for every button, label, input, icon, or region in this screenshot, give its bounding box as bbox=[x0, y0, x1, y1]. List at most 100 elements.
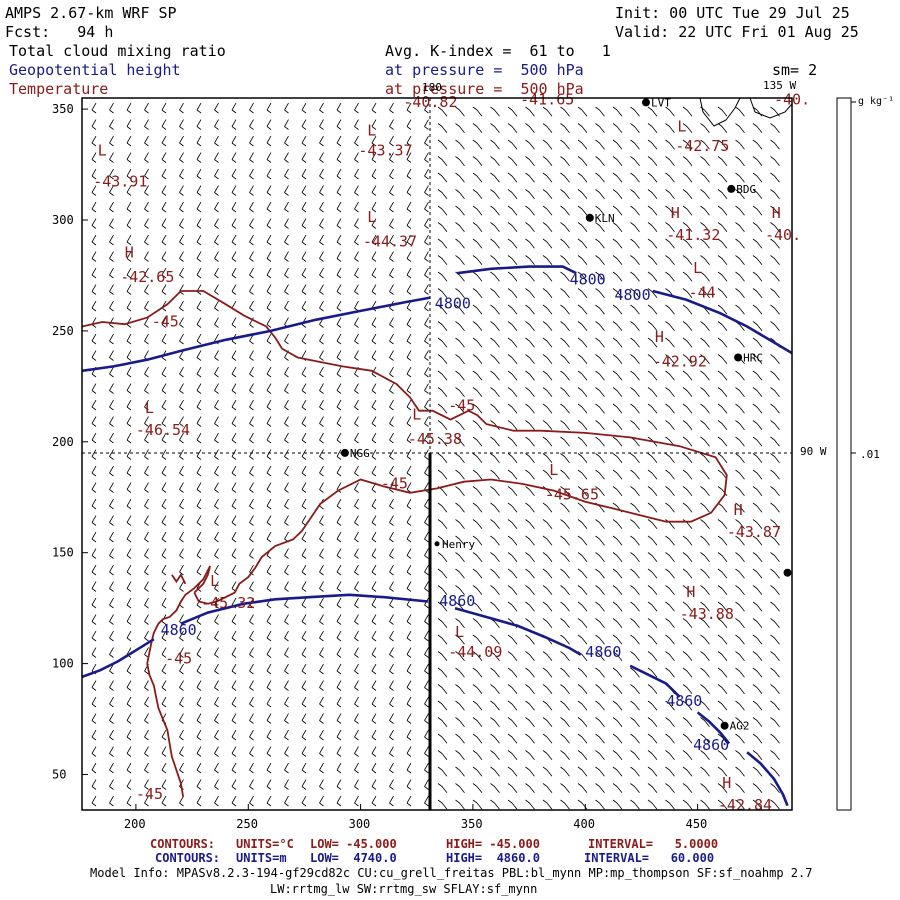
meridian-135w-label: 135 W bbox=[763, 79, 796, 92]
temperature-label: -43.37 bbox=[358, 142, 412, 160]
temperature-contour-minus-45 bbox=[171, 573, 187, 585]
model-title: AMPS 2.67-km WRF SP bbox=[5, 4, 177, 22]
temperature-label: -45.38 bbox=[408, 430, 462, 448]
height-contour bbox=[457, 265, 577, 275]
temperature-label: H bbox=[671, 204, 680, 222]
temperature-label: L bbox=[693, 259, 702, 277]
height-contour bbox=[180, 593, 429, 625]
temperature-label: -44 bbox=[689, 284, 716, 302]
temperature-label: -44.09 bbox=[448, 643, 502, 661]
init-time: Init: 00 UTC Tue 29 Jul 25 bbox=[615, 4, 850, 22]
x-tick-label: 300 bbox=[349, 817, 371, 831]
temperature-label: -42.92 bbox=[653, 352, 707, 370]
footer-height-low: LOW= 4740.0 bbox=[310, 851, 397, 865]
temperature-label: L bbox=[549, 461, 558, 479]
temperature-label: -43.87 bbox=[727, 523, 781, 541]
temperature-label: H bbox=[772, 204, 781, 222]
footer-temp-units: UNITS=°C bbox=[236, 837, 294, 851]
temperature-label: L bbox=[367, 208, 376, 226]
y-tick-label: 200 bbox=[52, 435, 74, 449]
temperature-label: L bbox=[367, 122, 376, 140]
x-tick-label: 400 bbox=[573, 817, 595, 831]
temperature-label: -45.32 bbox=[201, 594, 255, 612]
axis-ticks: 200 250 300 350 400 450 350 300 250 200 150 100 50 bbox=[52, 102, 707, 831]
y-tick-label: 250 bbox=[52, 324, 74, 338]
temperature-label: H bbox=[722, 774, 731, 792]
temperature-label: -43.88 bbox=[680, 605, 734, 623]
meridian-180-label: 180 bbox=[422, 81, 442, 94]
wind-barbs bbox=[91, 102, 780, 810]
temperature-label: -41.65 bbox=[520, 91, 574, 109]
field-cloud-mixing: Total cloud mixing ratio bbox=[9, 42, 226, 60]
colorbar-tick-label: .01 bbox=[860, 448, 880, 461]
y-tick-label: 150 bbox=[52, 546, 74, 560]
x-tick-label: 200 bbox=[124, 817, 146, 831]
station-marker bbox=[340, 448, 349, 457]
station-marker bbox=[727, 184, 736, 193]
x-tick-label: 450 bbox=[686, 817, 708, 831]
temperature-label: -45 bbox=[381, 474, 408, 492]
temperature-label: -41.32 bbox=[666, 226, 720, 244]
temperature-label: -42.84 bbox=[718, 796, 772, 814]
station-marker bbox=[720, 721, 729, 730]
footer-height-interval: INTERVAL= 60.000 bbox=[584, 851, 715, 865]
height-label: 4800 bbox=[570, 270, 606, 288]
temperature-label: -45 bbox=[165, 650, 192, 668]
height-contour bbox=[746, 751, 789, 807]
station-marker bbox=[783, 568, 792, 577]
temperature-label: H bbox=[655, 328, 664, 346]
footer-height-high: HIGH= 4860.0 bbox=[446, 851, 540, 865]
y-tick-label: 50 bbox=[52, 768, 66, 782]
temperature-label: -45.65 bbox=[545, 486, 599, 504]
temperature-label: H bbox=[125, 244, 134, 262]
temperature-label: L bbox=[98, 142, 107, 160]
colorbar-unit: g kg⁻¹ bbox=[858, 96, 894, 107]
height-label: 4860 bbox=[439, 592, 475, 610]
model-info: Model Info: MPASv8.2.3-194-gf29cd82c CU:… bbox=[90, 866, 813, 880]
temperature-label: H bbox=[686, 583, 695, 601]
footer-height-label: CONTOURS: bbox=[155, 851, 221, 865]
temperature-label: -43.91 bbox=[93, 173, 147, 191]
temperature-label: -40.82 bbox=[403, 93, 457, 111]
geopotential-height-contours bbox=[81, 265, 793, 807]
field-temperature: Temperature bbox=[9, 80, 109, 98]
y-tick-label: 100 bbox=[52, 657, 74, 671]
height-contour bbox=[652, 289, 793, 355]
k-index-average: Avg. K-index = 61 to 1 bbox=[385, 42, 611, 60]
station-marker bbox=[434, 541, 440, 547]
smoothing-value: sm= 2 bbox=[772, 61, 818, 79]
station-label: AG2 bbox=[730, 720, 750, 733]
height-contour bbox=[696, 711, 731, 745]
plot-frame bbox=[81, 97, 793, 811]
temperature-label: -46.54 bbox=[136, 421, 190, 439]
temperature-label: -42.75 bbox=[675, 137, 729, 155]
height-contour bbox=[454, 606, 582, 656]
height-label: 4860 bbox=[666, 692, 702, 710]
height-contour bbox=[81, 638, 155, 679]
y-tick-label: 350 bbox=[52, 102, 74, 116]
station-label: KLN bbox=[595, 212, 615, 225]
footer-height-units: UNITS=m bbox=[236, 851, 287, 865]
temperature-label: L bbox=[455, 623, 464, 641]
temperature-label: L bbox=[412, 406, 421, 424]
temperature-label: -40. bbox=[765, 226, 801, 244]
temperature-label: L bbox=[210, 572, 219, 590]
contour-labels: -40.82 -41.65 -40. L -43.37 L -42.75 L -43.91 H -4… bbox=[93, 91, 810, 814]
height-label: 4800 bbox=[435, 295, 471, 313]
wind-barb-field bbox=[91, 102, 780, 810]
pressure-level-temperature: at pressure = 500 hPa bbox=[385, 80, 584, 98]
pressure-level-height: at pressure = 500 hPa bbox=[385, 61, 584, 79]
height-contour bbox=[629, 664, 681, 698]
temperature-label: L bbox=[145, 399, 154, 417]
station-label: HRC bbox=[743, 352, 763, 365]
temperature-label: H bbox=[734, 501, 743, 519]
meridian-90w-label: 90 W bbox=[800, 445, 827, 458]
temperature-contour-minus-45 bbox=[81, 290, 728, 605]
footer-temp-high: HIGH= -45.000 bbox=[446, 837, 540, 851]
temperature-label: -45 bbox=[152, 313, 179, 331]
colorbar bbox=[836, 97, 852, 811]
height-label: 4800 bbox=[615, 286, 651, 304]
footer-temp-interval: INTERVAL= 5.0000 bbox=[588, 837, 719, 851]
coastline bbox=[699, 97, 741, 127]
height-contour bbox=[81, 296, 431, 373]
